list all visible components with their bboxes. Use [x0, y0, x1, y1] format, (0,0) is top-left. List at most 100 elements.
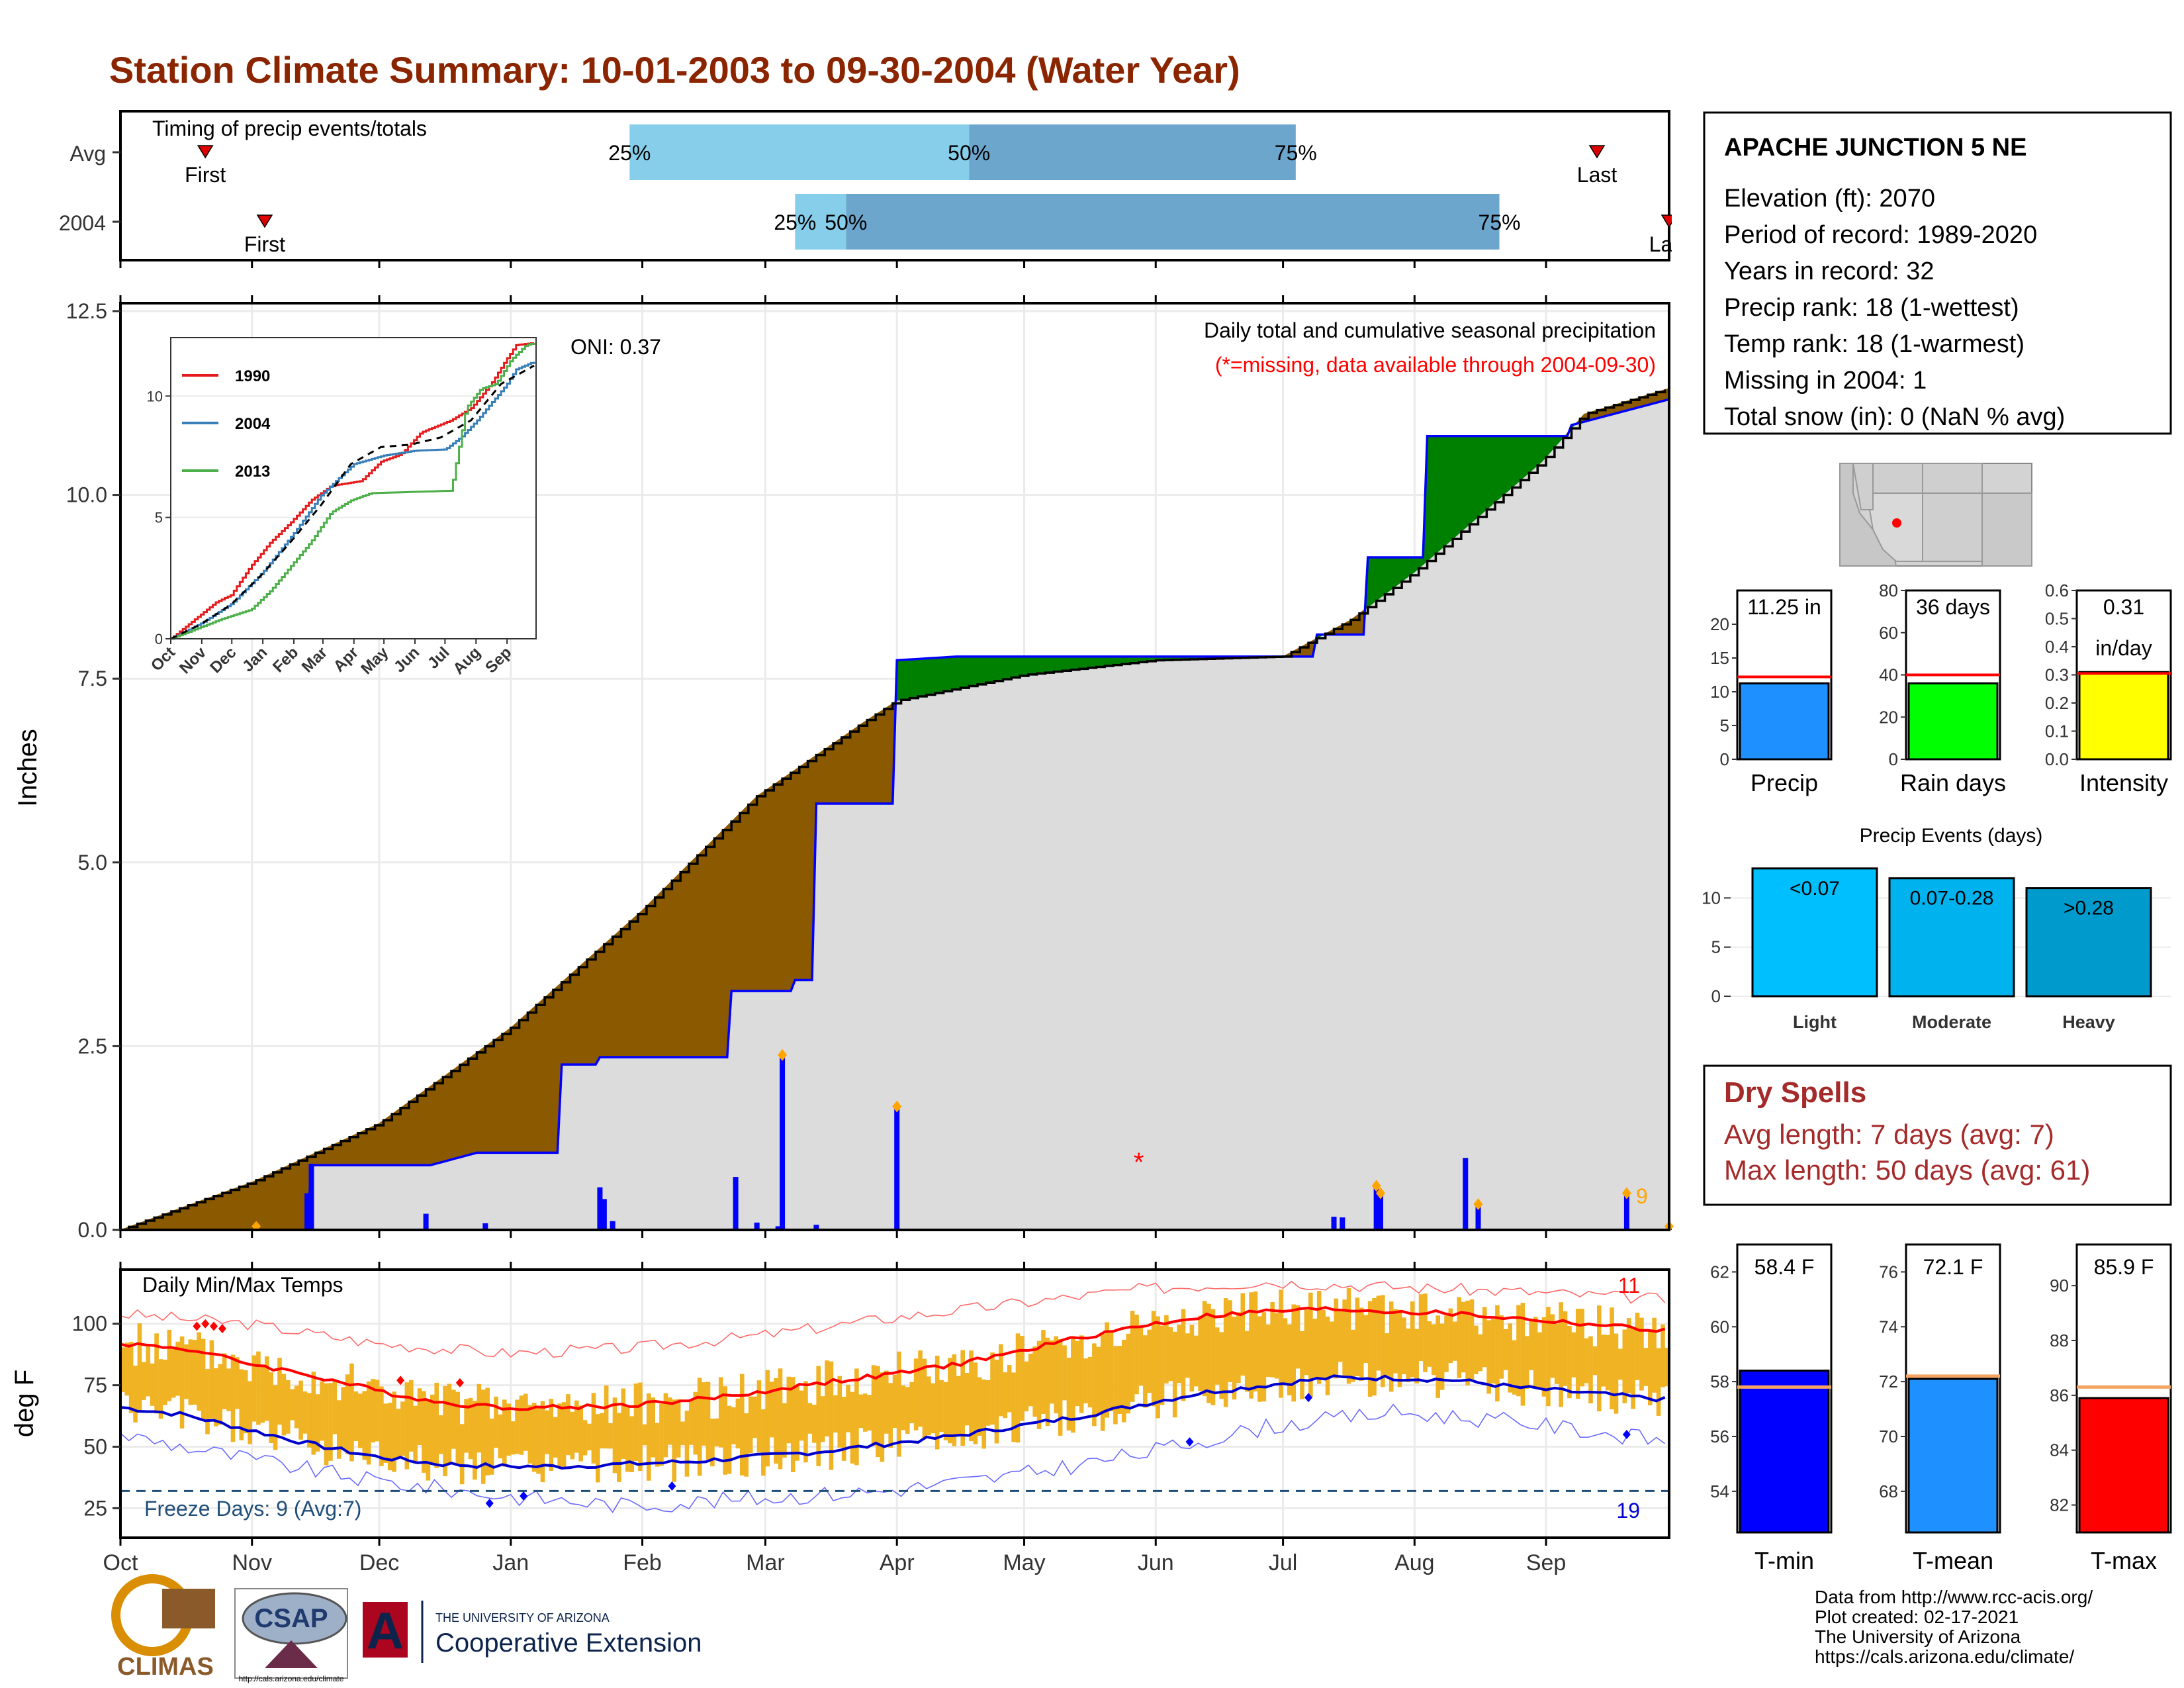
temp-y-tick-label: 25	[83, 1496, 107, 1520]
daily-temp-range-bar	[1592, 1346, 1598, 1376]
cumulative-difference-segment	[434, 1080, 439, 1165]
temp-summary-y-tick-label: 84	[2050, 1440, 2069, 1460]
temp-summary-y-tick-label: 88	[2050, 1331, 2069, 1350]
daily-temp-range-bar	[1156, 1316, 1160, 1419]
events-category-label: Heavy	[2062, 1012, 2115, 1032]
daily-temp-range-bar	[1312, 1319, 1318, 1378]
month-label: Jul	[1269, 1550, 1297, 1575]
cumulative-difference-segment	[616, 928, 621, 1058]
daily-temp-range-bar	[1206, 1303, 1211, 1403]
daily-temp-range-bar	[1083, 1358, 1088, 1404]
precip-y-tick-label: 0.0	[78, 1218, 107, 1242]
precip-events-chart: Precip Events (days) 0 5 10 <0.07 Light 0.07-…	[1702, 825, 2171, 1032]
cumulative-difference-segment	[459, 1061, 465, 1158]
daily-temp-range-bar	[1567, 1326, 1572, 1399]
daily-temp-range-bar	[672, 1399, 677, 1482]
daily-temp-range-bar	[1210, 1309, 1216, 1405]
daily-temp-range-bar	[1605, 1335, 1610, 1391]
daily-temp-range-bar	[578, 1405, 583, 1462]
daily-temp-range-bar	[158, 1359, 163, 1419]
cumulative-difference-segment	[570, 970, 575, 1065]
daily-temp-range-bar	[1223, 1298, 1228, 1407]
events-y-tick-label: 10	[1702, 888, 1721, 908]
cumulative-difference-segment	[544, 993, 549, 1153]
cumulative-difference-segment	[404, 1101, 410, 1166]
cumulative-difference-segment	[1507, 436, 1513, 492]
map-utah	[1872, 463, 1923, 494]
cumulative-difference-segment	[693, 855, 698, 1058]
summary-y-tick-label: 20	[1710, 614, 1729, 634]
daily-temp-range-bar	[320, 1381, 324, 1441]
cumulative-difference-segment	[880, 708, 885, 804]
cumulative-difference-segment	[952, 656, 957, 690]
cumulative-difference-segment	[731, 816, 736, 992]
daily-temp-range-bar	[1177, 1325, 1181, 1383]
cumulative-difference-segment	[884, 706, 889, 804]
daily-precip-bar	[610, 1221, 615, 1230]
dry-spells-max: Max length: 50 days (avg: 61)	[1724, 1154, 2090, 1186]
timing-q50-label: 50%	[948, 141, 990, 165]
daily-temp-range-bar	[1050, 1340, 1054, 1404]
cumulative-difference-segment	[875, 711, 880, 804]
daily-temp-range-bar	[655, 1423, 660, 1467]
station-years: Years in record: 32	[1724, 258, 1934, 285]
cumulative-difference-segment	[799, 763, 804, 980]
cumulative-difference-segment	[722, 825, 728, 1058]
inset-legend-label: 2004	[235, 415, 271, 433]
daily-temp-range-bar	[1402, 1317, 1406, 1374]
daily-temp-range-bar	[1253, 1291, 1258, 1391]
timing-q25-q50-bar	[795, 194, 846, 250]
daily-temp-range-bar	[375, 1380, 380, 1442]
daily-temp-range-bar	[311, 1372, 316, 1455]
daily-temp-range-bar	[430, 1394, 435, 1466]
cumulative-difference-segment	[396, 1107, 401, 1166]
cumulative-difference-segment	[701, 846, 707, 1058]
cumulative-difference-segment	[973, 656, 978, 686]
cumulative-difference-segment	[600, 943, 605, 1058]
daily-temp-range-bar	[302, 1391, 308, 1434]
daily-temp-range-bar	[494, 1396, 498, 1448]
record-high-marker	[210, 1321, 218, 1331]
cumulative-difference-segment	[642, 905, 647, 1058]
daily-temp-range-bar	[600, 1413, 605, 1449]
summary-y-tick-label: 40	[1879, 665, 1898, 685]
daily-temp-range-bar	[803, 1381, 808, 1463]
csap-cloud	[242, 1592, 347, 1645]
temp-summary-category-label: T-mean	[1913, 1547, 1993, 1574]
cumulative-difference-segment	[612, 932, 617, 1058]
summary-y-tick-label: 0	[1720, 749, 1729, 769]
cumulative-difference-segment	[917, 658, 923, 697]
station-temp-rank: Temp rank: 18 (1-warmest)	[1724, 330, 2025, 358]
daily-temp-range-bar	[862, 1393, 868, 1432]
cumulative-difference-segment	[230, 1188, 236, 1231]
daily-temp-range-bar	[1647, 1331, 1653, 1405]
daily-temp-range-bar	[1618, 1348, 1623, 1380]
inset-line-2004	[171, 361, 535, 640]
timing-q25-label: 25%	[608, 141, 651, 165]
summary-y-tick-label: 0.0	[2045, 749, 2069, 769]
timing-q50-label: 50%	[825, 211, 867, 234]
credit-data-source: Data from http://www.rcc-acis.org/	[1815, 1587, 2093, 1607]
inset-y-tick-label: 10	[147, 388, 163, 404]
daily-temp-range-bar	[536, 1405, 541, 1474]
daily-temp-range-bar	[328, 1383, 333, 1461]
daily-precip-bar	[482, 1223, 488, 1230]
daily-temp-range-bar	[294, 1385, 299, 1429]
daily-temp-range-bar	[795, 1385, 799, 1461]
daily-temp-range-bar	[646, 1393, 651, 1481]
daily-temp-range-bar	[710, 1419, 715, 1467]
record-low-marker	[1185, 1437, 1194, 1447]
cumulative-difference-segment	[637, 910, 643, 1058]
cumulative-difference-segment	[968, 656, 974, 686]
csap-wordmark: CSAP	[254, 1604, 328, 1633]
daily-temp-range-bar	[1092, 1343, 1097, 1427]
average-cumulative-fill	[120, 399, 1669, 1230]
daily-temp-range-bar	[1503, 1329, 1508, 1370]
cumulative-difference-segment	[510, 1023, 516, 1153]
timing-last-label: Last	[1577, 163, 1617, 187]
daily-temp-range-bar	[1554, 1323, 1559, 1384]
cumulative-difference-segment	[621, 925, 626, 1058]
daily-temp-range-bar	[723, 1386, 727, 1475]
daily-temp-range-bar	[1117, 1346, 1122, 1415]
daily-temp-range-bar	[438, 1415, 443, 1454]
